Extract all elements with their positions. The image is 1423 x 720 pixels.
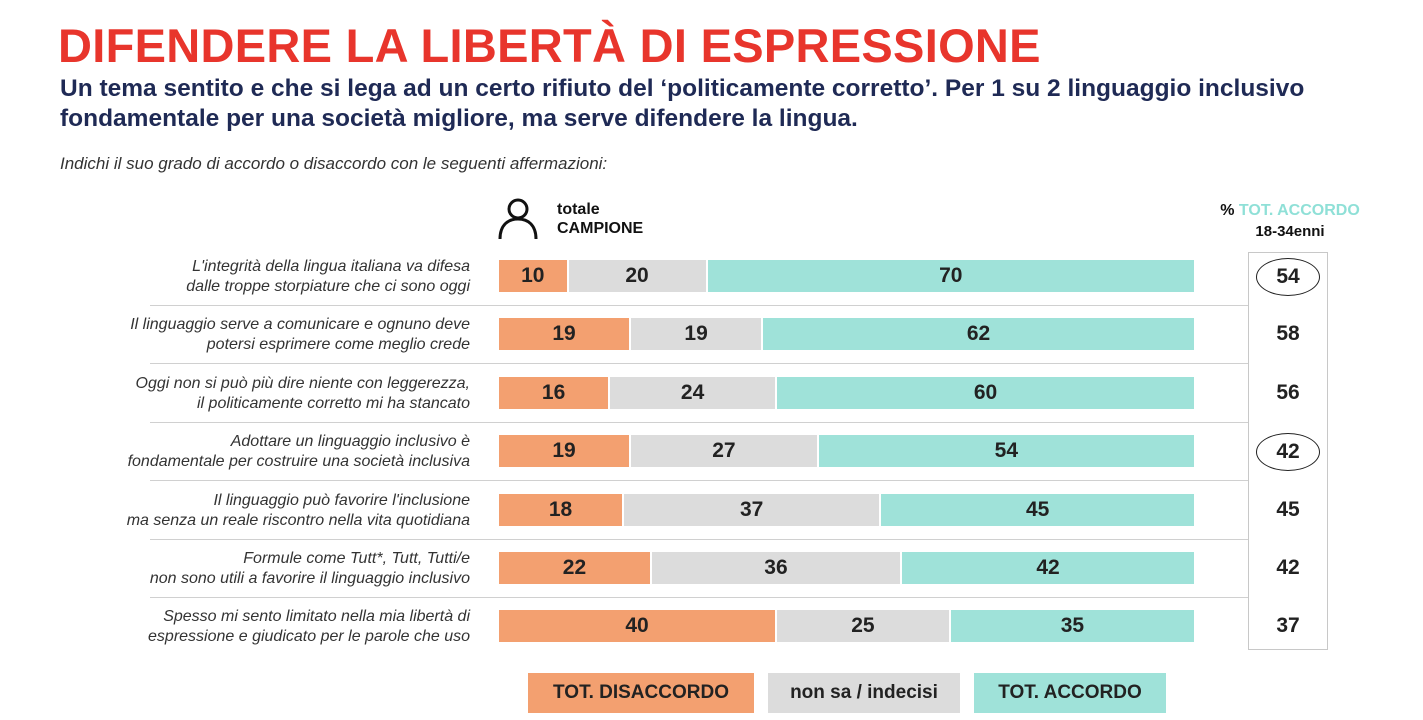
bar-value-label: 35 xyxy=(1060,614,1085,638)
young-accordo-value: 42 xyxy=(1248,550,1328,586)
bar-segment-accordo: 70 xyxy=(707,260,1194,292)
young-accordo-number: 37 xyxy=(1276,614,1300,638)
bar-value-label: 37 xyxy=(739,497,764,521)
bar-value-label: 45 xyxy=(1025,497,1050,521)
young-column-accordo: TOT. ACCORDO xyxy=(1238,202,1360,219)
young-column-header: % TOT. ACCORDO 18-34enni xyxy=(1180,200,1400,242)
page-title: DIFENDERE LA LIBERTÀ DI ESPRESSIONE xyxy=(58,19,1041,72)
bar-value-label: 20 xyxy=(625,264,649,287)
row-label-line: L'integrità della lingua italiana va dif… xyxy=(192,258,470,275)
row-label-line: dalle troppe storpiature che ci sono ogg… xyxy=(186,278,470,295)
bar-segment-disaccordo: 16 xyxy=(499,376,609,409)
survey-question: Indichi il suo grado di accordo o disacc… xyxy=(60,154,608,173)
young-accordo-number: 45 xyxy=(1276,497,1300,521)
bar-value-label: 19 xyxy=(552,322,576,346)
row-separator xyxy=(150,422,1248,423)
row-label-line: Formule come Tutt*, Tutt, Tutti/e xyxy=(243,550,470,567)
bar-segment-indecisi: 37 xyxy=(624,493,880,526)
row-label: Il linguaggio può favorire l'inclusione m… xyxy=(60,491,470,531)
legend-indecisi: non sa / indecisi xyxy=(768,673,960,713)
bar-segment-indecisi: 19 xyxy=(631,318,762,351)
row-separator xyxy=(150,597,1248,598)
bar-segment-disaccordo: 40 xyxy=(499,610,775,643)
bar-value-label: 60 xyxy=(973,380,998,404)
young-accordo-number: 54 xyxy=(1256,258,1320,296)
row-label: Formule come Tutt*, Tutt, Tutti/e non son… xyxy=(60,549,470,589)
bar-segment-disaccordo: 18 xyxy=(499,493,623,526)
bar-segment-accordo: 35 xyxy=(950,610,1194,643)
bar-value-label: 25 xyxy=(851,614,875,638)
row-label-line: Oggi non si può più dire niente con legg… xyxy=(135,374,470,392)
row-label-line: espressione e giudicato per le parole ch… xyxy=(148,628,470,646)
bar-segment-indecisi: 25 xyxy=(777,610,949,643)
young-accordo-value: 56 xyxy=(1248,375,1328,411)
young-column-age: 18-34enni xyxy=(1255,223,1325,240)
sample-label: totale CAMPIONE xyxy=(557,200,643,238)
young-accordo-number: 42 xyxy=(1276,556,1300,579)
bar-segment-disaccordo: 10 xyxy=(499,260,567,292)
legend-disaccordo: TOT. DISACCORDO xyxy=(528,673,754,713)
bar-value-label: 16 xyxy=(541,380,566,404)
bar-value-label: 10 xyxy=(521,264,545,287)
bar-segment-accordo: 62 xyxy=(763,318,1194,351)
young-accordo-number: 42 xyxy=(1256,433,1320,472)
row-label-line: fondamentale per costruire una società i… xyxy=(127,453,470,471)
bar-segment-accordo: 60 xyxy=(777,376,1194,409)
bar-segment-accordo: 45 xyxy=(881,493,1194,526)
row-label-line: Il linguaggio serve a comunicare e ognun… xyxy=(130,316,470,334)
row-separator xyxy=(150,305,1248,306)
row-label: Oggi non si può più dire niente con legg… xyxy=(60,374,470,414)
young-accordo-number: 56 xyxy=(1276,380,1300,404)
row-label: Spesso mi sento limitato nella mia liber… xyxy=(60,607,470,647)
row-label: Adottare un linguaggio inclusivo è fondam… xyxy=(60,432,470,472)
legend-accordo: TOT. ACCORDO xyxy=(974,673,1166,713)
bar-value-label: 18 xyxy=(548,497,573,521)
bar-segment-disaccordo: 19 xyxy=(499,318,630,351)
young-accordo-value: 54 xyxy=(1248,258,1328,296)
person-icon xyxy=(498,198,538,240)
row-label-line: potersi esprimere come meglio crede xyxy=(206,336,470,354)
bar-segment-disaccordo: 22 xyxy=(499,552,650,584)
young-accordo-number: 58 xyxy=(1276,322,1300,346)
bar-value-label: 42 xyxy=(1036,556,1060,579)
row-label: Il linguaggio serve a comunicare e ognun… xyxy=(60,315,470,355)
young-accordo-value: 37 xyxy=(1248,608,1328,644)
row-label-line: Il linguaggio può favorire l'inclusione xyxy=(213,491,470,509)
bar-value-label: 24 xyxy=(680,380,705,404)
bar-value-label: 36 xyxy=(764,556,788,579)
bar-value-label: 70 xyxy=(939,264,963,287)
young-accordo-value: 45 xyxy=(1248,492,1328,528)
bar-value-label: 54 xyxy=(994,439,1019,463)
bar-value-label: 27 xyxy=(712,439,736,463)
bar-segment-indecisi: 20 xyxy=(568,260,706,292)
young-column-pct: % xyxy=(1220,202,1239,219)
bar-segment-accordo: 42 xyxy=(902,552,1194,584)
bar-value-label: 19 xyxy=(684,322,708,346)
young-accordo-value: 42 xyxy=(1248,433,1328,472)
row-label-line: non sono utili a favorire il linguaggio … xyxy=(149,570,470,587)
page-subtitle: Un tema sentito e che si lega ad un cert… xyxy=(60,75,1305,132)
row-label-line: il politicamente corretto mi ha stancato xyxy=(196,394,470,412)
young-accordo-value: 58 xyxy=(1248,316,1328,352)
row-separator xyxy=(150,539,1248,540)
row-label-line: ma senza un reale riscontro nella vita q… xyxy=(126,511,470,529)
row-separator xyxy=(150,480,1248,481)
row-label-line: Adottare un linguaggio inclusivo è xyxy=(230,433,470,451)
row-separator xyxy=(150,363,1248,364)
bar-segment-indecisi: 27 xyxy=(631,435,817,468)
bar-segment-indecisi: 24 xyxy=(610,376,775,409)
row-label-line: Spesso mi sento limitato nella mia liber… xyxy=(163,608,470,626)
sample-label-line2: CAMPIONE xyxy=(557,220,644,237)
young-column-box xyxy=(1248,252,1328,650)
row-label: L'integrità della lingua italiana va dif… xyxy=(60,257,470,297)
sample-label-line1: totale xyxy=(557,201,600,218)
bar-value-label: 62 xyxy=(966,322,991,346)
bar-value-label: 40 xyxy=(625,614,649,638)
bar-segment-indecisi: 36 xyxy=(651,552,901,584)
bar-segment-accordo: 54 xyxy=(818,435,1194,468)
bar-value-label: 19 xyxy=(552,439,576,463)
bar-segment-disaccordo: 19 xyxy=(499,435,630,468)
bar-value-label: 22 xyxy=(562,556,587,579)
